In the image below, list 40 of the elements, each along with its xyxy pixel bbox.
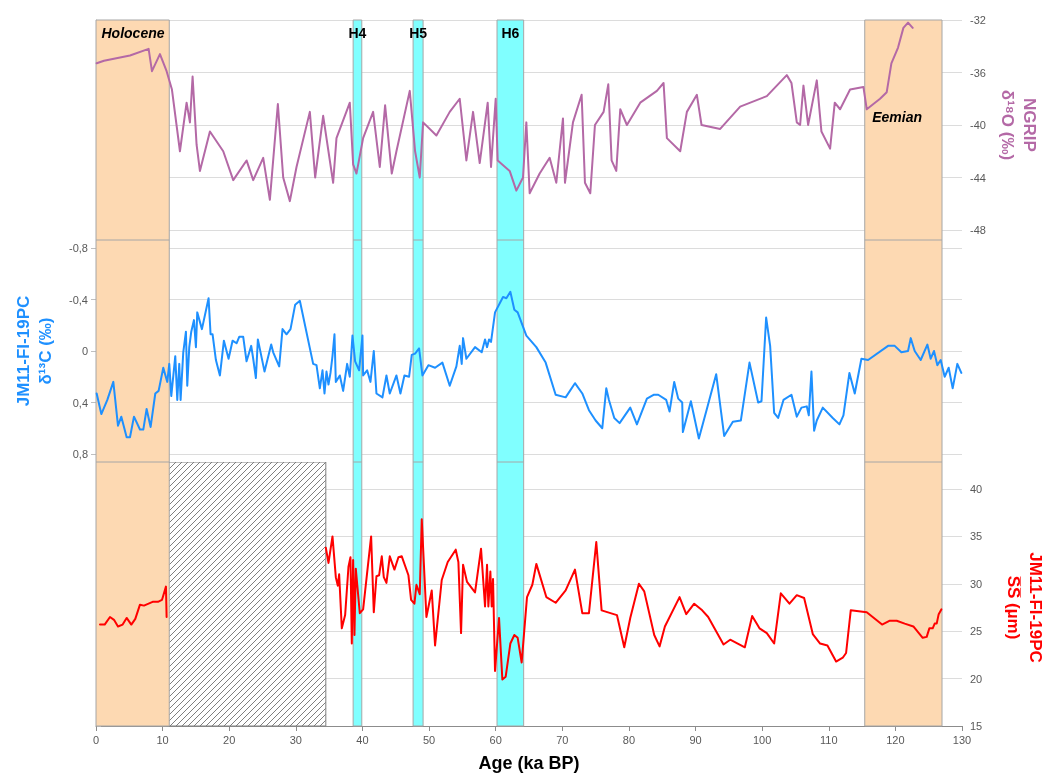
y-axis-title: JM11-FI-19PC S̅S̅ (µm)	[1003, 552, 1045, 663]
x-tick-label: 120	[886, 733, 905, 746]
x-tick-label: 80	[622, 733, 636, 746]
y-axis-title: JM11-FI-19PC δ¹³C (‰)	[13, 295, 55, 407]
y-tick-label: -48	[970, 224, 986, 236]
band-label: H5	[409, 24, 428, 41]
y-tick-label: 30	[970, 577, 983, 590]
x-tick-label: 50	[422, 733, 436, 746]
x-tick-label: 60	[489, 733, 502, 746]
x-tick-label: 20	[223, 733, 236, 746]
y-tick-label: 0	[81, 345, 88, 357]
y-tick-label: 15	[970, 720, 983, 732]
band-label: Holocene	[101, 24, 165, 41]
band-label: H4	[348, 24, 367, 41]
x-tick-label: 100	[752, 733, 772, 746]
y-tick-label: 35	[970, 530, 983, 543]
x-tick-label: 110	[820, 733, 838, 746]
y-tick-label: 25	[970, 625, 983, 638]
x-tick-label: 70	[556, 733, 569, 746]
x-tick-label: 90	[689, 733, 702, 746]
y-tick-label: -40	[970, 119, 986, 131]
y-tick-label: -44	[970, 171, 986, 184]
y-tick-label: 0,4	[72, 396, 88, 409]
y-tick-label: 40	[970, 483, 983, 495]
y-tick-label: -0,4	[69, 293, 88, 306]
y-tick-label: -36	[970, 66, 986, 79]
x-tick-label: 40	[356, 733, 369, 746]
y-tick-label: -32	[970, 14, 986, 26]
x-tick-label: 10	[156, 733, 169, 746]
line-series	[95, 290, 963, 440]
x-tick-label: 0	[92, 733, 100, 746]
x-tick-label: 30	[289, 733, 302, 746]
x-tick-label: 130	[952, 733, 972, 746]
x-axis-title: Age (ka BP)	[478, 753, 580, 773]
y-tick-label: 20	[970, 672, 983, 685]
y-tick-label: 0,8	[72, 448, 88, 460]
band-label: H6	[501, 24, 520, 41]
band-label: Eemian	[872, 108, 923, 125]
y-axis-title: NGRIP δ¹⁸O (‰)	[998, 89, 1040, 161]
y-tick-label: -0,8	[69, 242, 88, 254]
